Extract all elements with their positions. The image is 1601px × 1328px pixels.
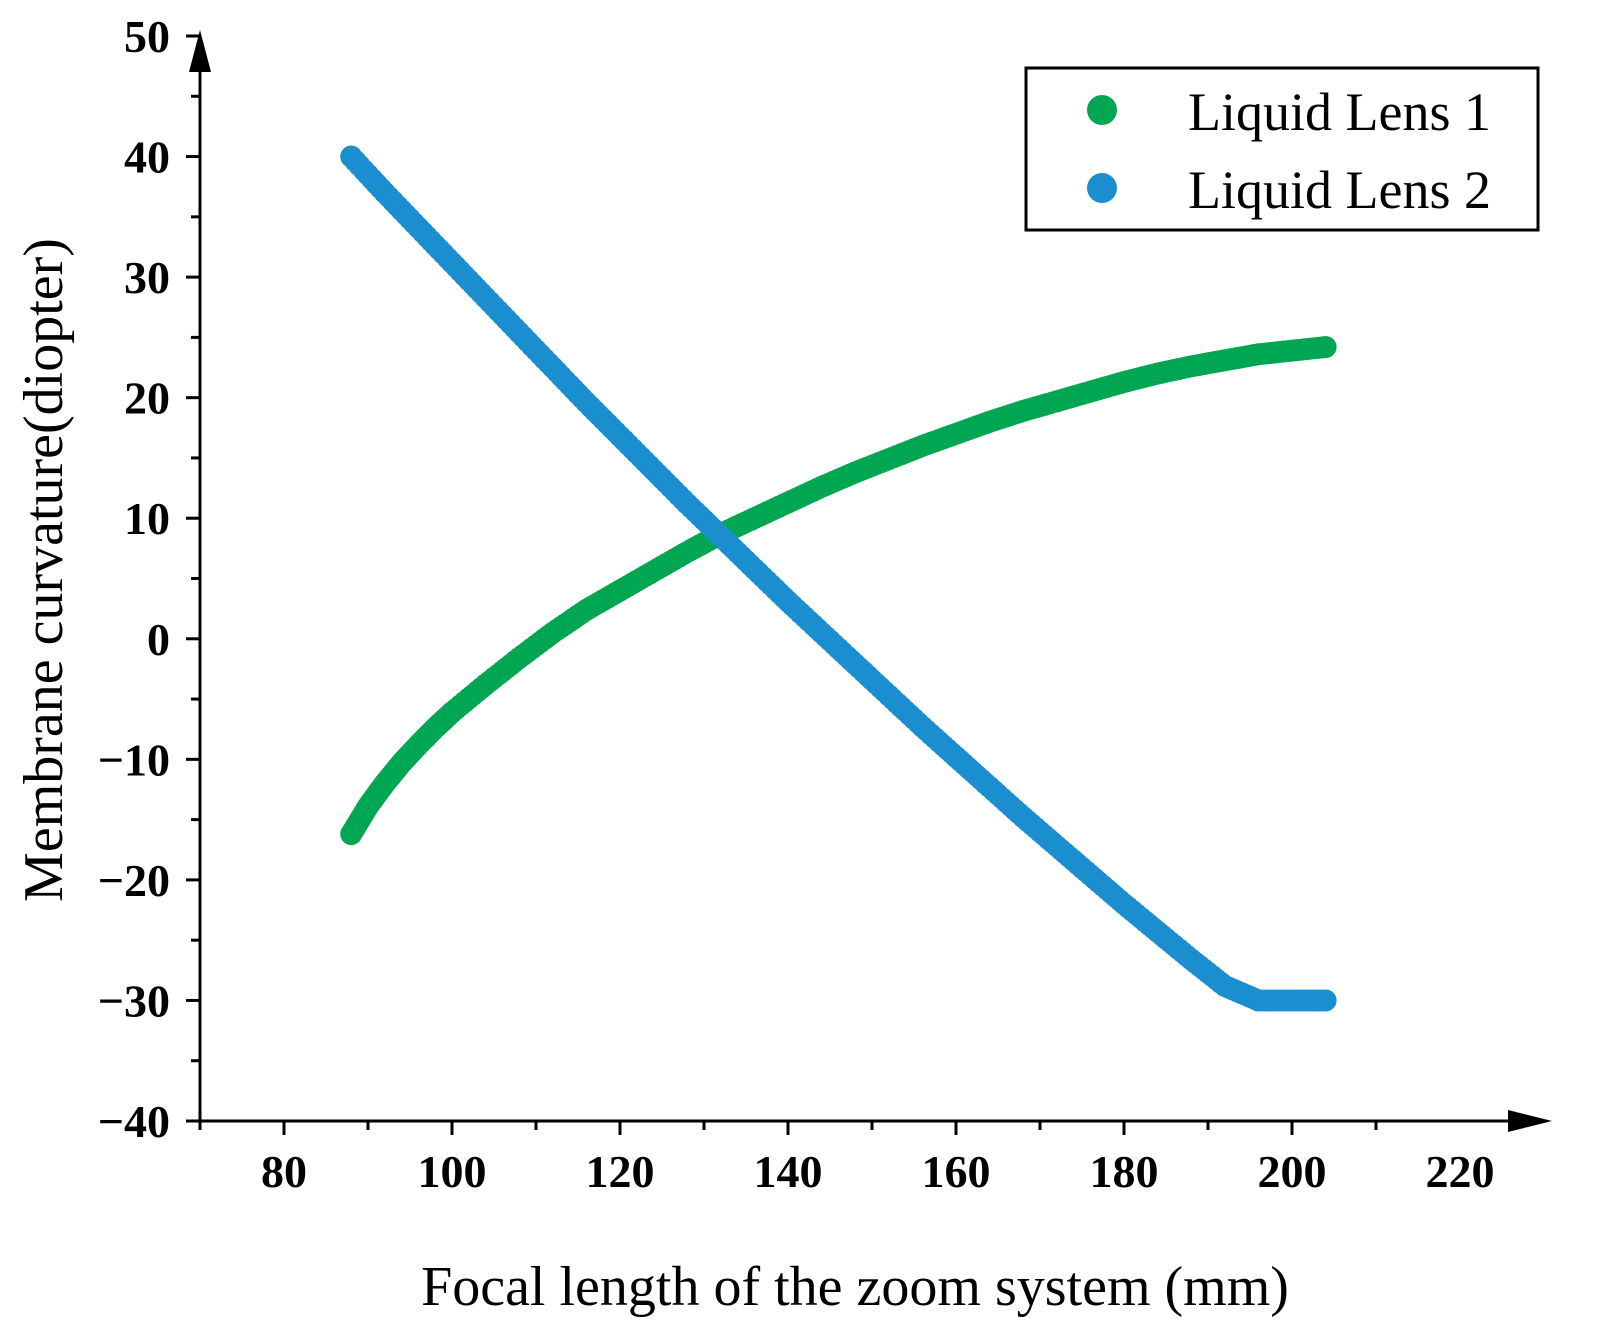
- legend-marker-liquid-lens-2: [1087, 173, 1117, 203]
- y-tick-label: −20: [98, 855, 170, 906]
- data-point: [1310, 336, 1333, 359]
- data-point: [1310, 989, 1333, 1012]
- y-tick-label: 10: [124, 493, 170, 544]
- legend-marker-liquid-lens-1: [1087, 95, 1117, 125]
- series-2: [340, 145, 1337, 1012]
- legend: Liquid Lens 1 Liquid Lens 2: [1024, 66, 1540, 232]
- legend-label-liquid-lens-2: Liquid Lens 2: [1188, 160, 1491, 220]
- y-tick-label: −10: [98, 734, 170, 785]
- x-tick-label: 180: [1090, 1146, 1159, 1197]
- y-tick-label: 20: [124, 373, 170, 424]
- y-axis-arrow: [189, 30, 211, 72]
- y-tick-label: 30: [124, 252, 170, 303]
- x-axis-title: Focal length of the zoom system (mm): [421, 1256, 1289, 1318]
- x-tick-label: 120: [586, 1146, 655, 1197]
- x-tick-label: 100: [418, 1146, 487, 1197]
- series-layer: [340, 145, 1337, 1012]
- x-axis-arrow: [1508, 1110, 1552, 1132]
- y-tick-label: 0: [147, 614, 170, 665]
- x-tick-label: 220: [1426, 1146, 1495, 1197]
- y-tick-label: −40: [98, 1096, 170, 1147]
- x-tick-label: 80: [261, 1146, 307, 1197]
- x-tick-label: 200: [1258, 1146, 1327, 1197]
- x-tick-label: 160: [922, 1146, 991, 1197]
- y-tick-label: 50: [124, 11, 170, 62]
- y-tick-label: −30: [98, 975, 170, 1026]
- x-tick-label: 140: [754, 1146, 823, 1197]
- series-1: [340, 336, 1337, 846]
- legend-box: [1024, 66, 1540, 232]
- y-axis-ticks: −40 −30 −20 −10 0 10 20 30 40 50: [98, 11, 200, 1147]
- y-axis-title: Membrane curvature(diopter): [13, 238, 75, 902]
- legend-label-liquid-lens-1: Liquid Lens 1: [1188, 82, 1491, 142]
- x-axis-ticks: 80 100 120 140 160 180 200 220: [198, 1121, 1495, 1197]
- y-tick-label: 40: [124, 132, 170, 183]
